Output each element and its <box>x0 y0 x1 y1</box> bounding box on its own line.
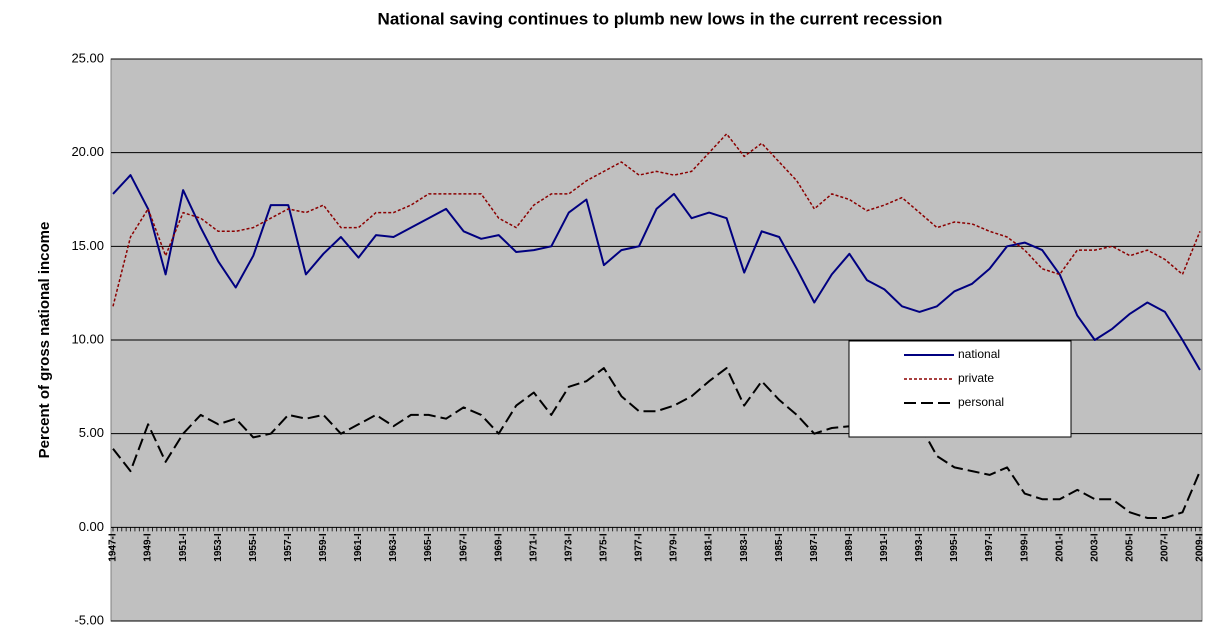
x-tick-label: 1947-I <box>108 533 119 562</box>
x-tick-label: 1973-I <box>563 533 574 562</box>
x-tick-label: 1953-I <box>213 533 224 562</box>
y-tick-label: 10.00 <box>71 331 104 346</box>
y-tick-label: 25.00 <box>71 50 104 65</box>
x-tick-label: 1975-I <box>599 533 610 562</box>
x-tick-label: 1983-I <box>739 533 750 562</box>
line-series <box>112 367 1201 519</box>
x-tick-label: 1979-I <box>669 533 680 562</box>
y-tick-label: -5.00 <box>74 612 104 627</box>
x-tick-label: 1971-I <box>528 533 539 562</box>
x-tick-label: 1961-I <box>353 533 364 562</box>
legend-label: private <box>958 371 994 385</box>
x-tick-label: 1967-I <box>458 533 469 562</box>
x-tick-label: 2003-I <box>1089 533 1100 562</box>
x-tick-label: 1969-I <box>493 533 504 562</box>
x-tick-label: 2001-I <box>1054 533 1065 562</box>
x-tick-label: 1985-I <box>774 533 785 562</box>
x-tick-label: 2007-I <box>1160 533 1171 562</box>
x-tick-label: 1963-I <box>388 533 399 562</box>
x-tick-label: 1989-I <box>844 533 855 562</box>
x-tick-label: 1995-I <box>949 533 960 562</box>
line-series <box>112 174 1201 371</box>
x-tick-label: 1949-I <box>143 533 154 562</box>
x-tick-label: 1965-I <box>423 533 434 562</box>
y-tick-label: 0.00 <box>79 519 104 534</box>
x-tick-label: 2005-I <box>1125 533 1136 562</box>
x-tick-label: 1997-I <box>984 533 995 562</box>
x-tick-label: 1987-I <box>809 533 820 562</box>
y-tick-label: 20.00 <box>71 144 104 159</box>
chart-title: National saving continues to plumb new l… <box>378 9 943 28</box>
y-tick-label: 5.00 <box>79 425 104 440</box>
x-tick-label: 1977-I <box>634 533 645 562</box>
x-tick-label: 1951-I <box>178 533 189 562</box>
x-tick-label: 1993-I <box>914 533 925 562</box>
x-tick-label: 1991-I <box>879 533 890 562</box>
x-tick-label: 1999-I <box>1019 533 1030 562</box>
y-tick-label: 15.00 <box>71 238 104 253</box>
x-tick-label: 1981-I <box>704 533 715 562</box>
x-tick-label: 2009-I <box>1195 533 1206 562</box>
legend-label: national <box>958 347 1000 361</box>
legend-label: personal <box>958 395 1004 409</box>
x-tick-label: 1959-I <box>318 533 329 562</box>
legend-box <box>848 340 1072 438</box>
line-series <box>112 133 1201 307</box>
x-tick-label: 1957-I <box>283 533 294 562</box>
x-tick-label: 1955-I <box>248 533 259 562</box>
y-axis-label: Percent of gross national income <box>36 222 53 459</box>
